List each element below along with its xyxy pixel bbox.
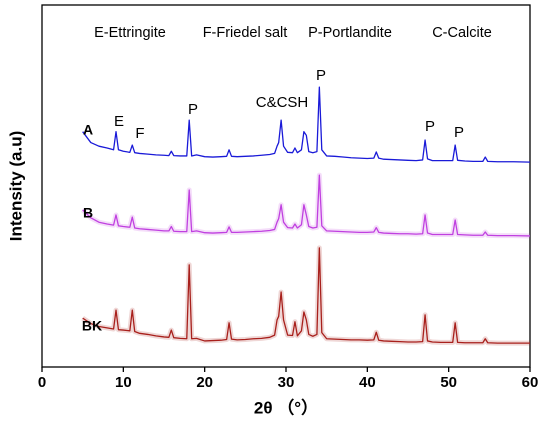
series-line <box>82 86 531 163</box>
peak-label: P <box>454 124 464 141</box>
x-tick-label: 50 <box>440 374 457 391</box>
header-label: F-Friedel salt <box>203 25 288 41</box>
series-label: B <box>83 205 93 221</box>
series-line <box>82 247 530 344</box>
x-tick-label: 0 <box>38 374 46 391</box>
x-tick-label: 40 <box>359 374 376 391</box>
series-line <box>82 174 531 237</box>
x-axis-label: 2θ （°） <box>254 397 318 417</box>
peak-label: C&CSH <box>256 94 309 111</box>
peak-label: F <box>135 125 144 142</box>
line-halo <box>80 172 531 239</box>
peak-label: P <box>425 118 435 135</box>
peak-label: E <box>114 113 124 130</box>
peak-label: P <box>316 67 326 84</box>
x-tick-label: 10 <box>115 374 132 391</box>
header-label: E-Ettringite <box>94 25 166 41</box>
line-halo <box>81 245 530 346</box>
series-label: BK <box>82 318 102 334</box>
header-label: P-Portlandite <box>308 25 392 41</box>
y-axis-label: Intensity (a.u) <box>6 131 25 242</box>
header-label: C-Calcite <box>432 25 492 41</box>
x-tick-label: 60 <box>522 374 539 391</box>
peak-label: P <box>188 101 198 118</box>
x-tick-label: 30 <box>278 374 295 391</box>
x-tick-label: 20 <box>196 374 213 391</box>
series-label: A <box>83 122 93 138</box>
